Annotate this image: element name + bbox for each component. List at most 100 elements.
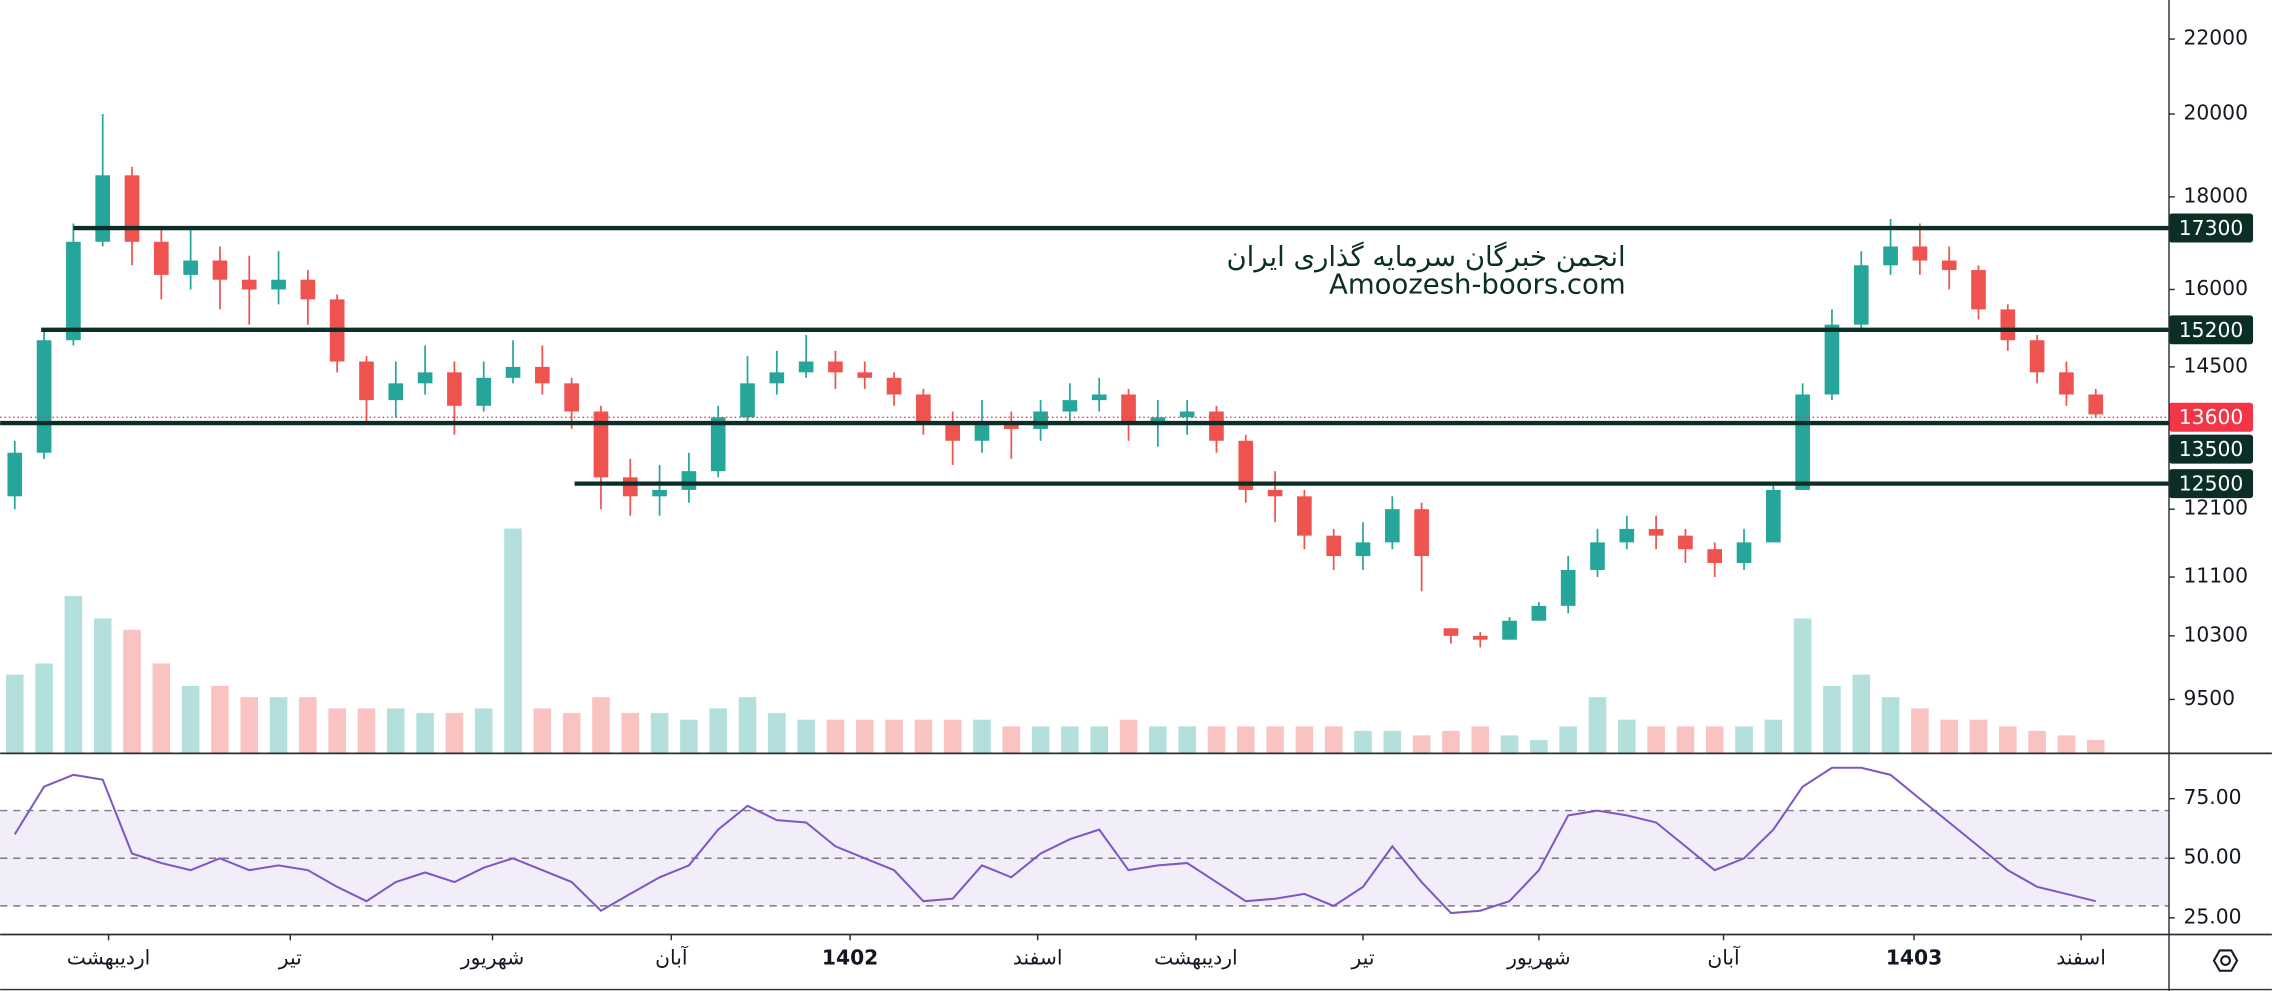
volume-bar: [1090, 726, 1109, 754]
candle-body: [95, 175, 111, 242]
candle-body: [857, 372, 873, 378]
candle-body: [1619, 528, 1635, 543]
candle-body: [1179, 411, 1195, 418]
y-tick-label: 10300: [2184, 622, 2248, 646]
volume-bar: [1852, 674, 1871, 754]
candle-body: [505, 366, 521, 378]
candle-body: [300, 279, 316, 300]
price-label-box: [2169, 213, 2254, 243]
candle-body: [2088, 394, 2104, 415]
volume-bar: [5, 674, 24, 754]
x-tick-label: اسفند: [2056, 946, 2106, 970]
candle-body: [7, 452, 23, 497]
volume-bar: [650, 712, 669, 754]
x-tick-label: 1402: [822, 946, 878, 970]
candle-body: [1033, 411, 1048, 429]
volume-bar: [269, 697, 288, 754]
volume-bar: [885, 719, 903, 754]
candle-body: [1883, 246, 1898, 266]
volume-bar: [1676, 726, 1695, 754]
candle-body: [798, 361, 814, 373]
candle-body: [1003, 423, 1019, 429]
volume-bar: [1354, 730, 1372, 754]
volume-bar: [1647, 726, 1665, 754]
volume-bar: [1295, 726, 1314, 754]
candle-body: [740, 383, 755, 418]
volume-bar: [181, 685, 200, 754]
volume-bar: [240, 697, 259, 754]
candle-body: [535, 366, 550, 384]
price-label: 15200: [2179, 318, 2243, 342]
candle-body: [1971, 270, 1986, 310]
x-tick-label: 1403: [1886, 946, 1942, 970]
volume-bar: [621, 712, 640, 754]
x-tick-label: شهریور: [1506, 946, 1570, 970]
y-tick-label: 9500: [2184, 686, 2236, 710]
candle-body: [652, 489, 667, 497]
volume-bar: [1559, 726, 1577, 754]
volume-bar: [211, 685, 229, 754]
candle-body: [183, 260, 198, 275]
volume-bar: [1383, 730, 1402, 754]
volume-bar: [387, 708, 405, 754]
watermark: انجمن خبرگان سرمایه گذاری ایران: [1226, 241, 1625, 273]
volume-bar: [1031, 726, 1050, 754]
candle-body: [241, 279, 257, 290]
candle-body: [1062, 400, 1078, 412]
volume-bar: [2028, 730, 2046, 754]
volume-bar: [445, 712, 464, 754]
candle-body: [153, 241, 169, 275]
candle-body: [1443, 628, 1459, 636]
volume-bar: [855, 719, 874, 754]
volume-bar: [1617, 719, 1636, 754]
volume-bar: [2057, 735, 2076, 754]
candle-body: [1560, 569, 1576, 606]
price-label-box: [2169, 402, 2254, 432]
volume-bar: [943, 719, 962, 754]
rsi-line: [13, 766, 2096, 915]
volume-bar: [1471, 726, 1490, 754]
volume-bar: [1969, 719, 1988, 754]
volume-bar: [1266, 726, 1284, 754]
candle-body: [124, 175, 140, 242]
volume-bar: [2086, 739, 2105, 754]
volume-bar: [1207, 726, 1226, 754]
candle-body: [1472, 635, 1488, 640]
candle-body: [945, 423, 961, 441]
volume-bar: [1764, 719, 1783, 754]
volume-bar: [64, 595, 83, 754]
volume-bar: [709, 708, 727, 754]
candle-body: [1590, 542, 1605, 570]
volume-bar: [123, 629, 141, 754]
candle-body: [1355, 542, 1371, 557]
volume-bar: [1735, 726, 1753, 754]
volume-bar: [973, 719, 991, 754]
x-tick-label: تیر: [278, 946, 302, 970]
volume-bar: [299, 697, 317, 754]
candle-body: [1766, 489, 1781, 543]
volume-bar: [1002, 726, 1021, 754]
candle-body: [447, 372, 462, 406]
candle-body: [828, 361, 843, 373]
volume-bar: [1705, 726, 1724, 754]
candle-body: [2029, 340, 2045, 373]
y-tick-label: 11100: [2184, 564, 2248, 588]
candle-body: [212, 260, 228, 280]
y-tick-label: 50.00: [2184, 845, 2242, 869]
volume-bar: [1999, 726, 2017, 754]
volume-bar: [1500, 735, 1519, 754]
settings-icon[interactable]: [2212, 949, 2239, 972]
candle-body: [1502, 620, 1517, 640]
candle-body: [681, 471, 697, 490]
price-label: 12500: [2179, 472, 2243, 496]
candle-body: [2059, 372, 2074, 395]
candle-body: [2000, 309, 2016, 341]
x-tick-label: اسفند: [1013, 946, 1063, 970]
volume-bar: [35, 663, 53, 754]
candle-body: [388, 383, 404, 401]
volume-bar: [1588, 697, 1607, 754]
y-tick-label: 22000: [2184, 26, 2248, 50]
candle-body: [710, 417, 726, 472]
volume-bar: [1412, 735, 1431, 754]
volume-bar: [328, 708, 346, 754]
